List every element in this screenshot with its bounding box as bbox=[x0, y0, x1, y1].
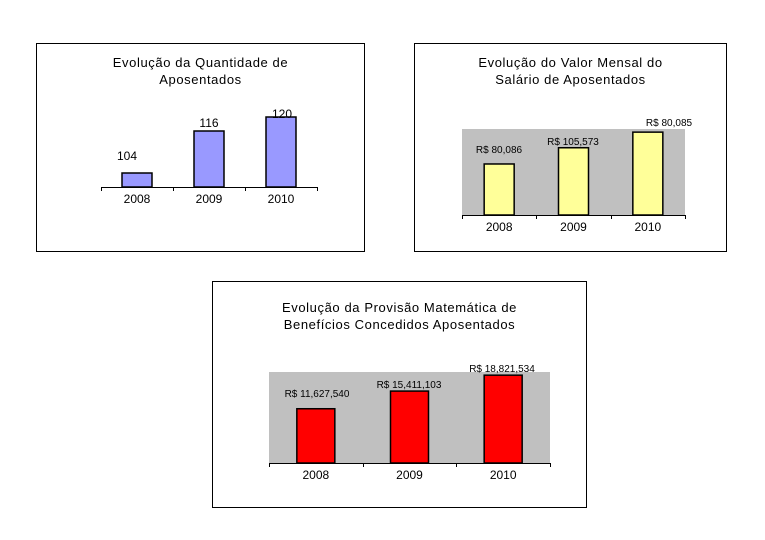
data-label-2008: R$ 11,627,540 bbox=[285, 389, 350, 400]
x-tick-label-2010: 2010 bbox=[634, 220, 661, 234]
bar-2010 bbox=[265, 116, 297, 188]
data-label-2009: 116 bbox=[199, 116, 218, 130]
chart-title-provisao: Evolução da Provisão Matemática de Benef… bbox=[213, 299, 586, 333]
data-label-2008: R$ 80,086 bbox=[476, 145, 523, 156]
data-label-2010: R$ 18,821,534 bbox=[469, 364, 535, 375]
bar-2009 bbox=[193, 130, 225, 188]
chart-title-line2: Aposentados bbox=[159, 72, 242, 87]
chart-panel-quantidade: Evolução da Quantidade de Aposentados 20… bbox=[36, 43, 365, 252]
chart-title-valor-mensal: Evolução do Valor Mensal do Salário de A… bbox=[415, 54, 726, 88]
bar-2008 bbox=[296, 407, 336, 464]
bar-2008 bbox=[121, 172, 153, 188]
chart-title-line2: Benefícios Concedidos Aposentados bbox=[283, 317, 516, 332]
bar-2009 bbox=[389, 390, 430, 464]
chart-title-line1: Evolução da Provisão Matemática de bbox=[281, 300, 517, 315]
x-tick-label-2008: 2008 bbox=[124, 192, 151, 206]
bar-2009 bbox=[557, 146, 590, 216]
chart-panel-valor-mensal: Evolução do Valor Mensal do Salário de A… bbox=[414, 43, 727, 252]
x-tick-label-2010: 2010 bbox=[490, 468, 517, 482]
bar-chart-provisao: 2008 R$ 11,627,540 2009 R$ 15,411,103 2010 R$… bbox=[269, 364, 551, 482]
chart-title-quantidade: Evolução da Quantidade de Aposentados bbox=[37, 54, 364, 88]
data-label-2010: R$ 80,085 bbox=[646, 118, 693, 129]
chart-title-line1: Evolução do Valor Mensal do bbox=[478, 55, 663, 70]
bar-2010 bbox=[632, 131, 664, 216]
x-tick-label-2009: 2009 bbox=[196, 192, 223, 206]
data-label-2009: R$ 15,411,103 bbox=[377, 380, 442, 391]
data-label-2010: 120 bbox=[272, 107, 292, 121]
x-tick-label-2008: 2008 bbox=[486, 220, 513, 234]
data-label-2009: R$ 105,573 bbox=[547, 137, 599, 148]
chart-panel-provisao: Evolução da Provisão Matemática de Benef… bbox=[212, 281, 587, 508]
bar-2008 bbox=[483, 163, 515, 216]
data-label-2008: 104 bbox=[117, 149, 137, 163]
x-tick-label-2008: 2008 bbox=[302, 468, 329, 482]
bar-chart-valor-mensal: 2008 R$ 80,086 2009 R$ 105,573 2010 R$ 80,085 bbox=[462, 118, 693, 234]
x-tick-label-2010: 2010 bbox=[268, 192, 295, 206]
bar-chart-quantidade: 2008 104 2009 116 2010 120 bbox=[101, 107, 318, 206]
x-tick-label-2009: 2009 bbox=[396, 468, 423, 482]
x-tick-label-2009: 2009 bbox=[560, 220, 587, 234]
bar-2010 bbox=[483, 374, 523, 464]
chart-title-line2: Salário de Aposentados bbox=[495, 72, 646, 87]
chart-title-line1: Evolução da Quantidade de bbox=[112, 55, 289, 70]
